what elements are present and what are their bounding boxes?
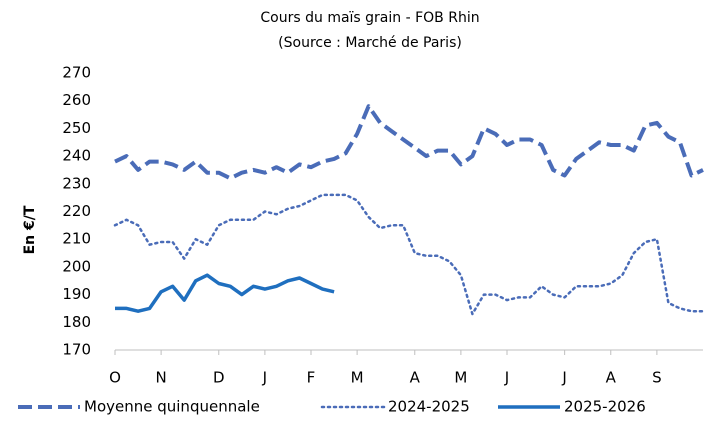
y-tick-label: 200 — [62, 257, 91, 275]
y-tick-label: 170 — [62, 341, 91, 359]
x-tick-label: A — [606, 369, 617, 387]
legend-label: 2024-2025 — [388, 398, 470, 416]
y-axis-label: En €/T — [22, 205, 38, 254]
x-tick-label: F — [307, 369, 316, 387]
y-tick-label: 210 — [62, 230, 91, 248]
chart-title: Cours du maïs grain - FOB Rhin — [260, 10, 479, 26]
x-tick-label: J — [262, 369, 267, 387]
x-tick-label: S — [652, 369, 662, 387]
y-tick-label: 270 — [62, 64, 91, 82]
chart-subtitle: (Source : Marché de Paris) — [278, 35, 462, 51]
y-tick-label: 240 — [62, 147, 91, 165]
x-tick-label: J — [504, 369, 509, 387]
x-tick-label: O — [109, 369, 121, 387]
y-tick-label: 180 — [62, 313, 91, 331]
x-tick-label: M — [351, 369, 364, 387]
x-tick-label: M — [454, 369, 467, 387]
series-line — [115, 273, 335, 313]
y-tick-label: 220 — [62, 202, 91, 220]
legend-label: 2025-2026 — [564, 398, 646, 416]
x-tick-label: A — [410, 369, 421, 387]
x-tick-label: D — [213, 369, 225, 387]
legend-label: Moyenne quinquennale — [84, 398, 260, 416]
y-tick-label: 250 — [62, 119, 91, 137]
y-tick-label: 190 — [62, 285, 91, 303]
y-tick-label: 260 — [62, 91, 91, 109]
series-line — [114, 104, 704, 181]
x-tick-label: N — [156, 369, 167, 387]
x-tick-label: J — [561, 369, 566, 387]
y-tick-label: 230 — [62, 174, 91, 192]
series-line — [113, 193, 705, 316]
